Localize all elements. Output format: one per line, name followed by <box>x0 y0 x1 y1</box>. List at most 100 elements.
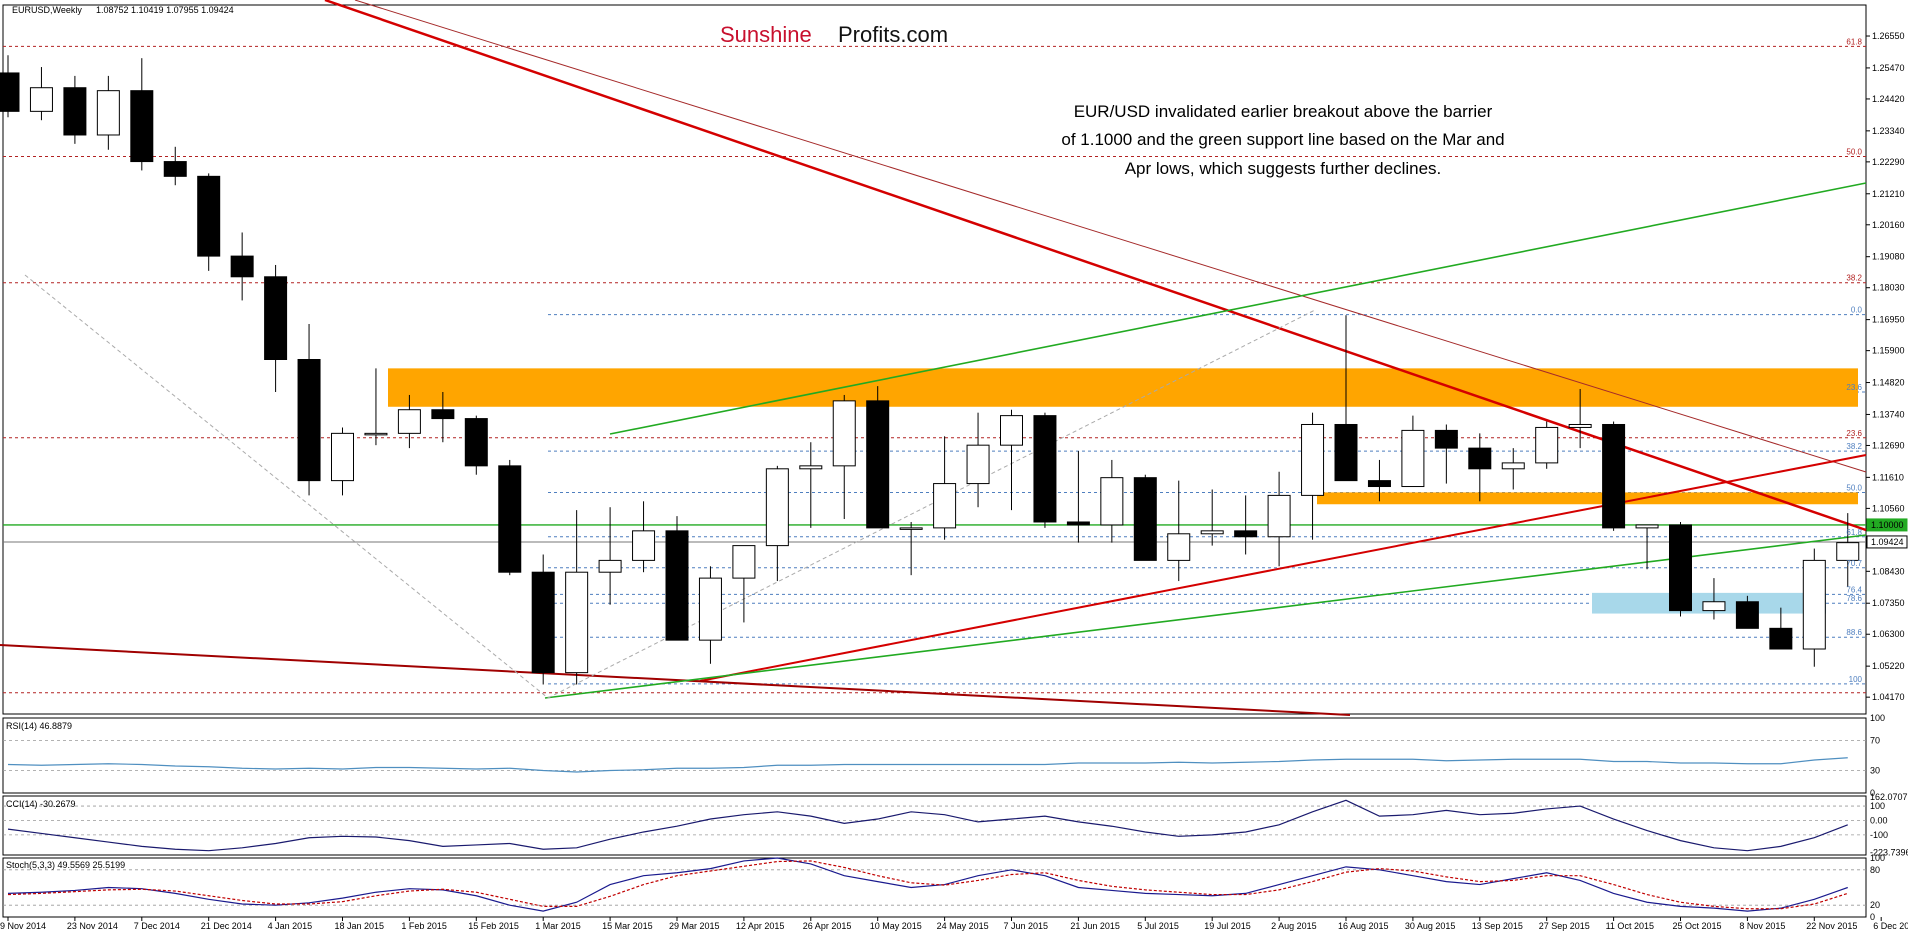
time-tick-label: 16 Aug 2015 <box>1338 921 1389 931</box>
red-support-line <box>699 454 1867 682</box>
fib-labels-layer: 61.8 50.0 38.2 23.6 0.0 23.6 38.2 50.0 61.8 70.7 7… <box>1846 37 1862 684</box>
time-tick-label: 23 Nov 2014 <box>67 921 118 931</box>
fib-level-label: 23.6 <box>1846 429 1862 438</box>
candle-bull <box>331 432 354 482</box>
rsi-tick-label: 70 <box>1870 736 1880 746</box>
candle-bull <box>1100 477 1124 526</box>
time-tick-label: 7 Jun 2015 <box>1004 921 1049 931</box>
orange-minor-zone <box>1317 492 1858 505</box>
time-tick-label: 4 Jan 2015 <box>268 921 313 931</box>
candle-bull <box>966 444 990 485</box>
cci-panel-frame <box>2 795 1867 856</box>
fib-level-label: 100 <box>1849 675 1863 684</box>
candle-bull <box>96 90 120 136</box>
annotation-line-1: EUR/USD invalidated earlier breakout abo… <box>1074 102 1493 121</box>
candle-bear <box>1334 423 1358 482</box>
price-tick-label: 1.15900 <box>1872 346 1905 356</box>
cci-tick-label: 162.0707 <box>1870 792 1908 802</box>
rsi-tick-label: 0 <box>1870 788 1875 798</box>
time-tick-label: 13 Sep 2015 <box>1472 921 1523 931</box>
candle-bear <box>1234 530 1258 538</box>
cci-tick-label: 100 <box>1870 801 1885 811</box>
dark-red-long-line <box>0 644 1351 716</box>
candle-bear <box>230 255 254 278</box>
time-tick-label: 15 Mar 2015 <box>602 921 653 931</box>
price-tick-label: 1.24420 <box>1872 94 1905 104</box>
candle-bull <box>933 483 957 529</box>
price-tick-label: 1.07350 <box>1872 598 1905 608</box>
candle-bull <box>1568 423 1592 428</box>
stoch-label: Stoch(5,3,3) 49.5569 25.5199 <box>6 860 125 870</box>
candle-bear <box>264 276 288 360</box>
time-tick-label: 7 Dec 2014 <box>134 921 180 931</box>
annotation-line-3: Apr lows, which suggests further decline… <box>1125 159 1442 178</box>
fib-level-label: 38.2 <box>1846 274 1862 283</box>
cci-tick-label: -100 <box>1870 830 1888 840</box>
time-axis-layer: 9 Nov 2014 23 Nov 2014 7 Dec 2014 21 Dec 20… <box>0 917 1908 931</box>
candle-bear <box>297 359 321 482</box>
candle-bull <box>1200 530 1224 535</box>
price-highlight-label: 1.09424 <box>1871 537 1904 547</box>
candle-bear <box>1066 521 1090 526</box>
price-tick-label: 1.12690 <box>1872 440 1905 450</box>
candle-bull <box>565 571 589 674</box>
time-tick-label: 24 May 2015 <box>937 921 989 931</box>
time-tick-label: 22 Nov 2015 <box>1806 921 1857 931</box>
candle-bull <box>832 400 856 467</box>
price-tick-label: 1.23340 <box>1872 126 1905 136</box>
candle-bear <box>1367 480 1391 488</box>
main-panel-frame <box>2 4 1867 715</box>
time-tick-label: 6 Dec 2015 <box>1873 921 1908 931</box>
rsi-tick-label: 100 <box>1870 713 1885 723</box>
time-tick-label: 18 Jan 2015 <box>335 921 385 931</box>
stoch-signal-line <box>7 860 1848 910</box>
brand-profits: Profits.com <box>838 22 948 47</box>
indicators-layer: 10070300162.07071000.00-100-223.73961008… <box>3 713 1908 922</box>
price-highlight-label: 1.10000 <box>1871 520 1904 530</box>
candle-bull <box>1702 601 1726 612</box>
candle-bear <box>531 571 555 674</box>
symbol-ohlc: 1.08752 1.10419 1.07955 1.09424 <box>96 5 234 15</box>
time-tick-label: 5 Jul 2015 <box>1137 921 1179 931</box>
cci-tick-label: 0.00 <box>1870 815 1888 825</box>
brand-sunshine: Sunshine <box>720 22 812 47</box>
candles-layer <box>0 55 1860 685</box>
price-tick-label: 1.13740 <box>1872 409 1905 419</box>
price-tick-label: 1.04170 <box>1872 692 1905 702</box>
candle-bear <box>130 90 154 163</box>
candle-bull <box>1535 426 1559 464</box>
zones-layer <box>388 368 1858 614</box>
candle-bull <box>1802 559 1826 650</box>
candle-bear <box>464 418 488 467</box>
candle-bear <box>1602 423 1626 529</box>
time-tick-label: 11 Oct 2015 <box>1606 921 1654 931</box>
price-tick-label: 1.19080 <box>1872 252 1905 262</box>
thin-red-resistance-line <box>354 0 1867 473</box>
candle-bear <box>197 175 221 257</box>
price-tick-label: 1.06300 <box>1872 629 1905 639</box>
time-tick-label: 27 Sep 2015 <box>1539 921 1590 931</box>
candle-bear <box>866 400 890 529</box>
price-axis-layer: 1.26550 1.25470 1.24420 1.23340 1.22290 1.212… <box>1866 31 1908 702</box>
price-tick-label: 1.22290 <box>1872 157 1905 167</box>
cci-label: CCI(14) -30.2679 <box>6 799 76 809</box>
fib-level-label: 50.0 <box>1846 148 1862 157</box>
price-tick-label: 1.18030 <box>1872 283 1905 293</box>
candle-bear <box>1735 601 1759 629</box>
candle-bull <box>598 559 622 573</box>
candle-bear <box>0 72 20 112</box>
price-tick-label: 1.10560 <box>1872 503 1905 513</box>
time-tick-label: 19 Jul 2015 <box>1204 921 1251 931</box>
fib-level-label: 23.6 <box>1846 383 1862 392</box>
candle-bull <box>364 432 388 436</box>
candle-bear <box>1669 524 1692 612</box>
candle-bear <box>431 409 455 420</box>
time-tick-label: 8 Nov 2015 <box>1739 921 1785 931</box>
fib-level-label: 61.8 <box>1846 528 1862 537</box>
time-tick-label: 1 Feb 2015 <box>401 921 447 931</box>
price-tick-label: 1.11610 <box>1872 472 1904 482</box>
rsi-panel-frame <box>2 717 1867 794</box>
candle-bull <box>1000 415 1023 446</box>
candle-bear <box>1769 627 1793 650</box>
time-tick-label: 10 May 2015 <box>870 921 922 931</box>
